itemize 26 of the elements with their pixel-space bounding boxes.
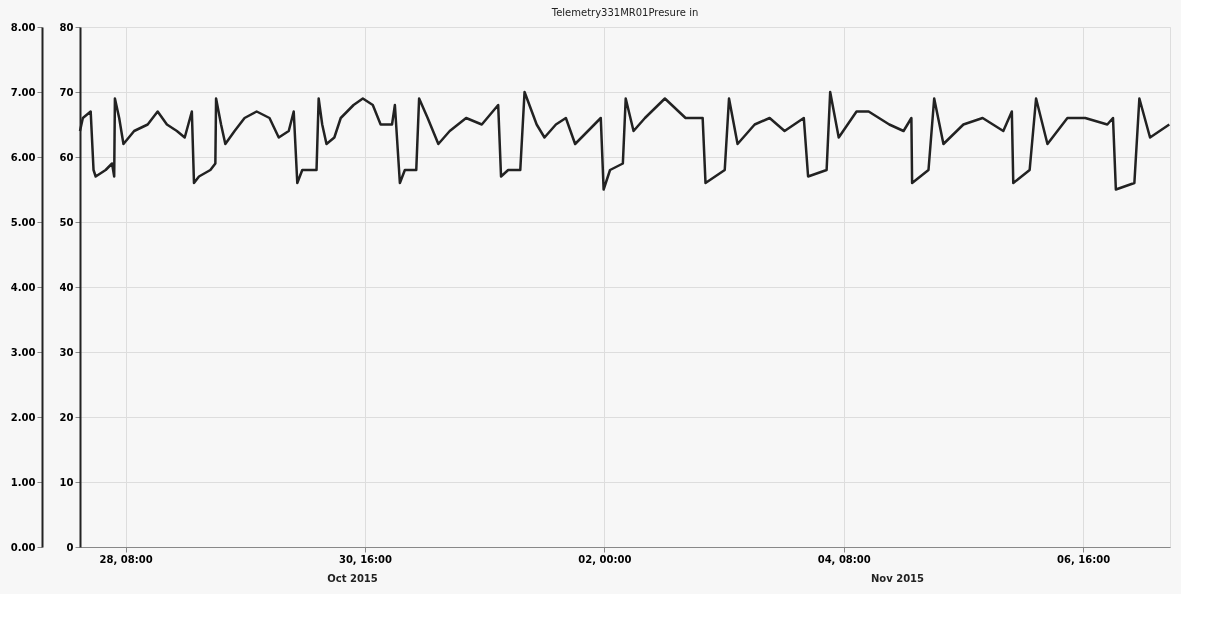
y2-tick-label: 30 [59, 346, 74, 358]
x-tick-label: 28, 08:00 [99, 553, 153, 565]
y-tick-label: 0.00 [10, 541, 36, 553]
y2-tick-label: 10 [59, 476, 74, 488]
text: Nov 2015 [870, 573, 925, 584]
y2-tick-label: 0 [66, 541, 74, 553]
y-tick-label: 6.00 [10, 151, 36, 163]
x-tick-label: 04, 08:00 [817, 553, 871, 565]
y-tick-label: 3.00 [10, 346, 36, 358]
x-tick-label: 30, 16:00 [338, 553, 393, 565]
y2-tick-label: 50 [59, 216, 74, 228]
y-tick-label: 1.00 [10, 476, 36, 488]
y2-tick-label: 60 [59, 151, 74, 163]
x-tick-label: 06, 16:00 [1057, 553, 1111, 565]
chart-title: Telemetry331MR01Presure in [550, 7, 699, 18]
text: Oct 2015 [327, 573, 378, 584]
y-tick-label: 2.00 [10, 411, 36, 423]
y-tick-label: 5.00 [10, 216, 36, 228]
y2-tick-label: 70 [59, 86, 74, 98]
y2-tick-label: 40 [59, 281, 74, 293]
y2-tick-label: 20 [59, 411, 74, 423]
x-tick-label: 02, 00:00 [578, 553, 632, 565]
y-tick-label: 7.00 [10, 86, 36, 98]
y-tick-label: 4.00 [10, 281, 36, 293]
y2-tick-label: 80 [59, 21, 74, 33]
y-tick-label: 8.00 [10, 21, 36, 33]
